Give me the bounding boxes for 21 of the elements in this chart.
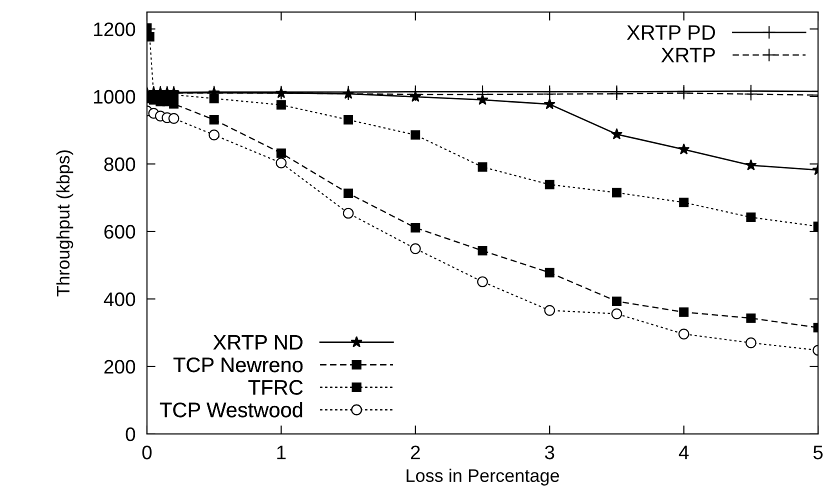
y-tick-label: 600: [104, 224, 136, 239]
x-tick-label: 2: [410, 446, 420, 460]
y-tick-label: 200: [104, 360, 136, 374]
y-axis-title: Throughput (kbps): [56, 150, 74, 296]
y-tick-label: 400: [104, 292, 136, 306]
legend-label: XRTP: [661, 48, 715, 62]
x-tick-label: 1: [277, 446, 286, 460]
legend-label: TCP Newreno: [173, 357, 303, 372]
y-tick-label: 800: [104, 157, 136, 172]
x-axis-title: Loss in Percentage: [406, 468, 560, 486]
y-tick-label: 1000: [94, 90, 136, 104]
y-tick-label: 0: [126, 427, 136, 442]
x-tick-label: 3: [544, 446, 554, 460]
x-tick-label: 4: [678, 446, 689, 460]
legend-label: TFRC: [248, 380, 303, 395]
legend-label: TCP Westwood: [160, 402, 302, 418]
y-tick-label: 1200: [94, 22, 136, 36]
legend-label: XRTP PD: [626, 25, 715, 40]
x-tick-label: 5: [813, 446, 823, 460]
legend-label: XRTP ND: [213, 335, 302, 350]
x-tick-label: 0: [142, 446, 152, 460]
